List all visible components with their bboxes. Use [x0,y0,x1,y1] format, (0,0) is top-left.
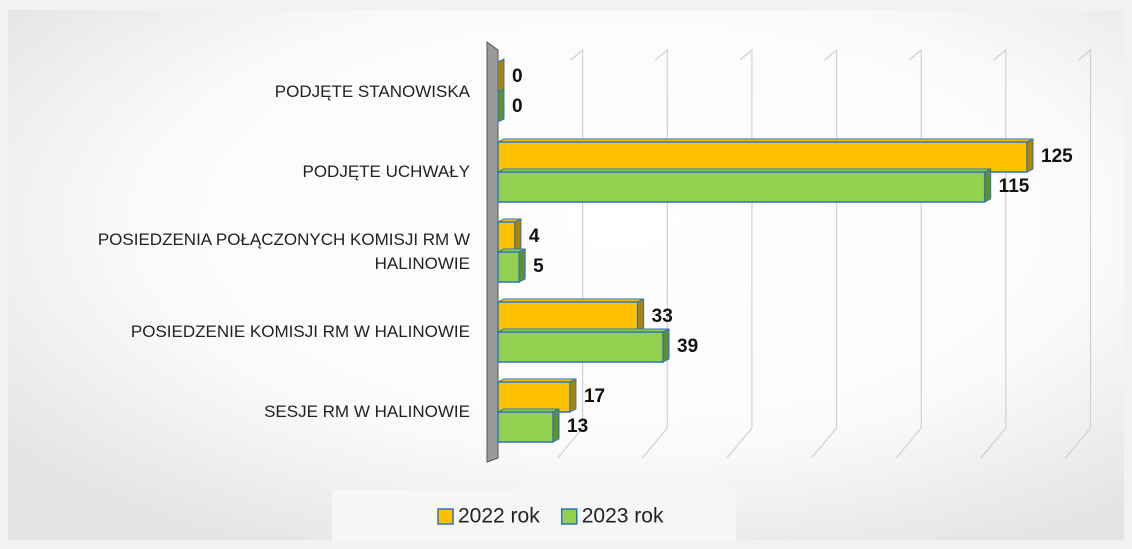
category-label: POSIEDZENIA POŁĄCZONYCH KOMISJI RM W HAL… [97,230,470,273]
legend-swatch [437,508,454,525]
bar [497,408,560,443]
grid-line [895,48,922,459]
value-label: 17 [584,386,605,407]
grid-line [980,48,1007,459]
legend-swatch [560,508,578,525]
bar [497,248,526,283]
axis-wall [486,41,499,463]
category-label: SESJE RM W HALINOWIE [264,402,470,421]
value-label: 125 [1041,146,1073,167]
value-label: 39 [677,336,698,357]
bar [497,378,577,413]
legend-box [332,490,736,542]
value-label: 33 [652,306,673,327]
bar [497,328,670,363]
bar [497,168,992,203]
legend-label: 2023 rok [582,505,664,528]
bar [497,138,1034,173]
bar [497,88,505,123]
value-label: 0 [512,66,523,87]
category-label: PODJĘTE UCHWAŁY [302,162,470,181]
category-label: PODJĘTE STANOWISKA [274,82,470,101]
grid-line [557,48,584,459]
bar [497,218,522,253]
value-label: 4 [529,226,540,247]
value-label: 5 [533,256,544,277]
grid-line [726,48,753,459]
plot-background [8,10,1124,540]
category-label: POSIEDZENIE KOMISJI RM W HALINOWIE [130,322,470,341]
grid-line [811,48,838,459]
value-label: 0 [512,96,523,117]
legend-label: 2022 rok [458,505,540,528]
grid-line [1065,48,1092,459]
value-label: 13 [567,416,588,437]
grid-line [641,48,668,459]
bar [497,298,645,333]
value-label: 115 [999,176,1030,197]
bar [497,58,505,93]
